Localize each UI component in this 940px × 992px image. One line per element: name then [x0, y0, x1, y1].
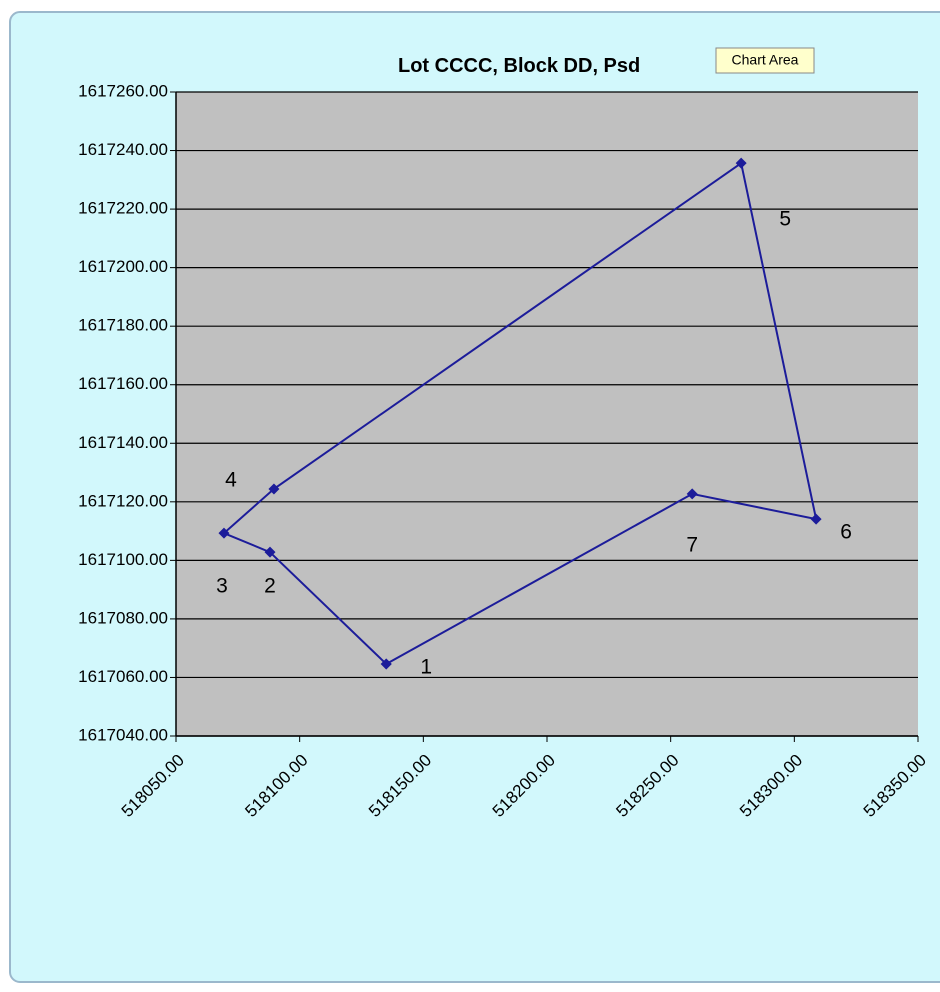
y-tick-label: 1617220.00 [78, 199, 168, 218]
point-marker [810, 513, 822, 525]
y-tick-label: 1617180.00 [78, 316, 168, 335]
y-tick-label: 1617060.00 [78, 667, 168, 686]
y-tick-label: 1617160.00 [78, 374, 168, 393]
point-label: 7 [686, 533, 698, 556]
y-tick-label: 1617240.00 [78, 140, 168, 159]
y-tick-label: 1617120.00 [78, 491, 168, 510]
point-marker [735, 157, 747, 169]
tooltip-box [715, 47, 815, 74]
point-label: 4 [225, 468, 237, 491]
tooltip: Chart Area [732, 52, 799, 68]
point-label: 3 [216, 575, 228, 598]
point-label: 6 [840, 521, 852, 544]
point-marker [686, 488, 698, 500]
point-marker [380, 658, 392, 670]
y-tick-label: 1617260.00 [78, 81, 168, 100]
point-marker [218, 527, 230, 539]
series-line [222, 161, 818, 665]
y-tick-label: 1617040.00 [78, 725, 168, 744]
point-label: 2 [264, 575, 276, 598]
y-tick-label: 1617080.00 [78, 608, 168, 627]
point-marker [264, 546, 276, 558]
point-label: 5 [779, 208, 791, 231]
chart-title: Lot CCCC, Block DD, Psd [398, 55, 640, 77]
y-tick-label: 1617200.00 [78, 257, 168, 276]
point-label: 1 [420, 656, 432, 679]
y-tick-label: 1617100.00 [78, 550, 168, 569]
marks: 1 2 3 4 5 6 7 [216, 157, 852, 679]
point-marker [268, 483, 280, 495]
plot-area[interactable] [176, 92, 918, 736]
y-tick-label: 1617140.00 [78, 433, 168, 452]
